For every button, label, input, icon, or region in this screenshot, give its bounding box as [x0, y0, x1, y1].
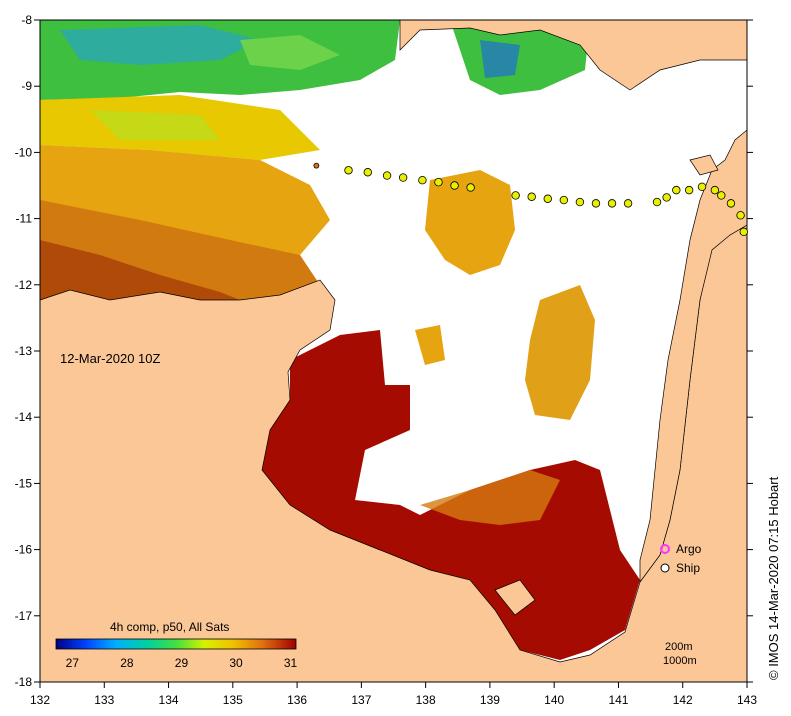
- colorbar-tick-label: 31: [284, 656, 298, 670]
- colorbar-tick-label: 27: [66, 656, 80, 670]
- sst-field: [40, 20, 640, 660]
- colorbar-tick-label: 28: [120, 656, 134, 670]
- lat-tick-label: -18: [15, 675, 33, 689]
- colorbar-tick-label: 29: [175, 656, 189, 670]
- depth-label-1000m: 1000m: [663, 655, 697, 667]
- lat-tick-label: -9: [21, 79, 32, 93]
- colorbar: 4h comp, p50, All Sats 27 28 29 30 31: [55, 620, 298, 670]
- ship-position-marker: [736, 211, 745, 220]
- ship-position-marker: [726, 199, 736, 208]
- ship-position-marker: [607, 199, 617, 208]
- ship-position-marker: [527, 192, 536, 201]
- ship-position-marker: [450, 181, 459, 190]
- lat-tick-label: -13: [15, 344, 33, 358]
- lon-tick-label: 143: [737, 693, 757, 707]
- ship-legend-icon: [660, 563, 670, 573]
- ship-position-marker: [382, 171, 392, 180]
- ship-position-marker: [652, 197, 662, 207]
- lon-tick-label: 132: [30, 693, 50, 707]
- ship-position-marker: [697, 182, 707, 192]
- depth-label-200m: 200m: [665, 641, 693, 653]
- lon-tick-label: 138: [416, 693, 436, 707]
- ship-position-marker: [543, 194, 552, 203]
- lat-tick-label: -10: [15, 145, 33, 159]
- ship-position-marker: [398, 173, 408, 182]
- platform-legend: Argo Ship: [660, 542, 702, 575]
- lon-tick-label: 133: [94, 693, 114, 707]
- ship-legend-label: Ship: [676, 561, 700, 575]
- argo-legend-icon: [660, 544, 670, 554]
- lon-tick-label: 135: [223, 693, 243, 707]
- lon-tick-label: 141: [608, 693, 628, 707]
- lat-tick-label: -17: [15, 609, 33, 623]
- ship-position-marker: [662, 193, 671, 202]
- lat-tick-label: -16: [15, 543, 33, 557]
- ship-position-marker: [511, 191, 520, 200]
- colorbar-tick-label: 30: [229, 656, 243, 670]
- lat-tick-label: -12: [15, 278, 33, 292]
- credit-label: © IMOS 14-Mar-2020 07:15 Hobart: [766, 476, 781, 680]
- lon-tick-label: 142: [673, 693, 693, 707]
- colorbar-title: 4h comp, p50, All Sats: [110, 620, 229, 634]
- ship-track: [313, 162, 748, 237]
- ship-position-marker: [591, 199, 601, 208]
- lon-tick-label: 140: [544, 693, 564, 707]
- ship-position-marker: [684, 185, 694, 195]
- ship-position-marker: [672, 185, 681, 195]
- argo-legend-label: Argo: [676, 542, 702, 556]
- ship-position-marker: [559, 195, 569, 205]
- ship-position-marker: [363, 168, 372, 177]
- axis-ticks: 132 133 134 135 136 137 138 139 140 141 142 143 -8 -9…: [15, 13, 758, 707]
- ship-position-marker: [313, 162, 320, 169]
- ship-position-marker: [418, 176, 427, 185]
- ship-position-marker: [623, 199, 633, 208]
- ship-position-marker: [575, 197, 585, 207]
- lon-tick-label: 137: [351, 693, 371, 707]
- lat-tick-label: -15: [15, 476, 33, 490]
- colorbar-ticks: 27 28 29 30 31: [66, 656, 298, 670]
- ship-position-marker: [344, 166, 353, 175]
- date-label: 12-Mar-2020 10Z: [60, 351, 160, 366]
- ship-position-marker: [710, 185, 720, 195]
- lon-tick-label: 136: [287, 693, 307, 707]
- ship-position-marker: [739, 227, 748, 237]
- lon-tick-label: 139: [480, 693, 500, 707]
- ship-position-marker: [434, 177, 443, 187]
- lon-tick-label: 134: [159, 693, 179, 707]
- lat-tick-label: -14: [15, 410, 33, 424]
- ship-position-marker: [466, 183, 475, 192]
- ship-position-marker: [717, 191, 726, 200]
- lat-tick-label: -8: [21, 13, 32, 27]
- colorbar-gradient: [55, 638, 297, 650]
- lat-tick-label: -11: [16, 212, 33, 226]
